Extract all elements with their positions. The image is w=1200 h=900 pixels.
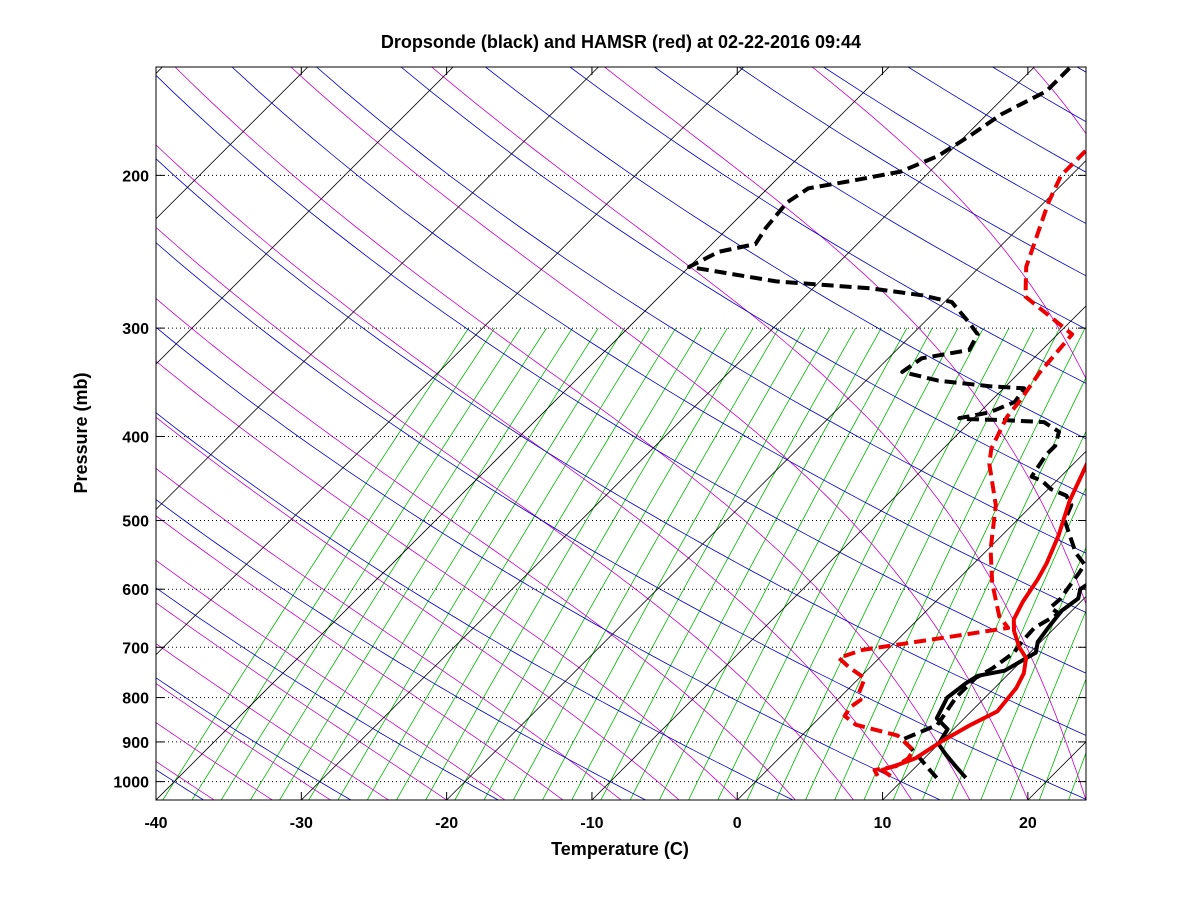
isotherm [156,67,745,656]
thermodynamic-background-lines [156,67,1086,800]
moist-adiabat [156,467,622,800]
mixing-ratio-line [454,327,728,800]
mixing-ratio-line [571,327,831,800]
x-tick-label: 20 [1019,815,1037,832]
mixing-ratio-line [1039,677,1086,800]
mixing-ratio-line [629,327,882,800]
y-tick-label: 400 [122,429,149,446]
dry-adiabat [569,67,1086,384]
dry-adiabat [156,242,1086,800]
mixing-ratio-line [1009,610,1086,800]
plot-frame [155,66,1087,801]
isotherm [156,67,309,220]
chart-title: Dropsonde (black) and HAMSR (red) at 02-… [381,32,861,52]
mixing-ratio-line [834,327,1061,800]
hamsr-dewpoint-line [836,147,1086,777]
moist-adiabat [603,67,1086,605]
y-tick-label: 1000 [113,775,149,792]
moist-adiabat [811,67,1086,380]
x-axis-label: Temperature (C) [551,839,689,859]
moist-adiabat [156,515,564,800]
plot-area: -40 -30 -20 -10 0 10 20 200 300 400 500 600 700 800 9… [113,66,1087,832]
dry-adiabat [400,67,1086,496]
mixing-ratio-line [483,327,754,800]
x-tick-label: -40 [144,815,167,832]
moist-adiabat [156,360,738,800]
y-axis-label: Pressure (mb) [71,372,91,493]
y-tick-label: 200 [122,168,149,185]
dry-adiabat [156,677,352,800]
mixing-ratio-line [366,327,651,800]
isotherm [446,160,1086,800]
dry-adiabat [653,67,1086,330]
hamsr-temperature-line [879,461,1086,778]
dry-adiabat [156,499,646,800]
y-tick-label: 500 [122,514,149,531]
moist-adiabat [431,67,1086,800]
dry-adiabat [156,158,1086,736]
dry-adiabat [484,67,1086,440]
dry-adiabat [315,67,1086,554]
isotherm [591,305,1086,800]
mixing-ratio-line [542,327,805,800]
mixing-ratio-line [659,327,908,800]
moist-adiabat [156,559,506,800]
mixing-ratio-line [951,486,1086,800]
mixing-ratio-line [717,327,959,800]
x-axis-ticks: -40 -30 -20 -10 0 10 20 [144,67,1037,832]
y-tick-label: 800 [122,691,149,708]
mixing-ratio-line [863,327,1086,800]
mixing-ratio-line [220,327,521,800]
isotherm [156,67,454,365]
mixing-ratio-line [512,327,780,800]
mixing-ratio-line [425,327,702,800]
mixing-ratio-line [396,327,677,800]
moist-adiabat [156,297,796,800]
dry-adiabat [156,587,499,800]
moist-adiabat [156,683,331,800]
moist-adiabat [156,144,912,800]
mixing-ratio-line [162,327,469,800]
x-tick-label: 0 [733,815,742,832]
dropsonde-dewpoint-line [687,67,1086,780]
y-tick-label: 600 [122,582,149,599]
mixing-ratio-line [191,327,495,800]
x-tick-label: -20 [435,815,458,832]
y-axis-ticks: 200 300 400 500 600 700 800 900 1000 [113,168,1086,792]
mixing-ratio-line [775,327,1010,800]
y-tick-label: 700 [122,640,149,657]
isotherm [882,596,1086,800]
dry-adiabat [156,326,941,800]
dropsonde-temperature-line [934,582,1086,780]
moist-adiabat [174,67,971,800]
x-tick-label: 10 [874,815,892,832]
pressure-grid [156,174,1086,783]
mixing-ratio-line [337,327,625,800]
moist-adiabat [156,416,680,800]
dry-adiabat [156,412,794,800]
mixing-ratio-line [805,327,1035,800]
dry-adiabat [231,67,1086,613]
sounding-profiles [687,67,1086,780]
dry-adiabat [156,74,1086,674]
moist-adiabat [156,226,854,800]
mixing-ratio-line [688,327,933,800]
mixing-ratio-line [892,376,1086,800]
x-tick-label: -30 [290,815,313,832]
moist-adiabat [156,643,389,800]
y-tick-label: 300 [122,321,149,338]
y-tick-label: 900 [122,735,149,752]
mixing-ratio-line [279,327,573,800]
mixing-ratio-line [746,327,984,800]
moist-adiabat [290,67,1029,800]
isotherm [156,67,599,510]
x-tick-label: -10 [580,815,603,832]
isotherm [737,450,1086,800]
moist-adiabat [156,602,447,800]
mixing-ratio-line [600,327,857,800]
isotherm [156,67,890,800]
moist-adiabat [156,722,273,800]
mixing-ratio-line [308,327,599,800]
